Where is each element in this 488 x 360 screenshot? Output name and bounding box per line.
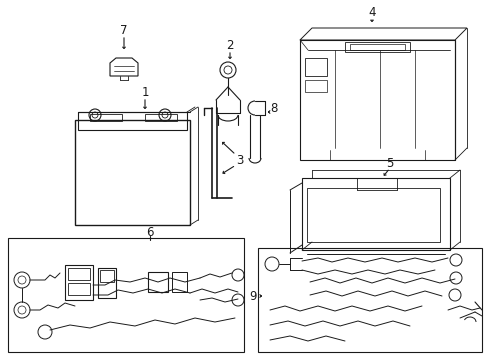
Bar [75,120,190,225]
Text: 8: 8 [270,102,277,114]
Bar [90,114,122,121]
Bar [78,112,186,130]
Bar [68,268,90,280]
Bar [65,265,93,300]
Bar [299,40,454,160]
Bar [306,188,439,242]
Text: 7: 7 [120,23,127,36]
Text: 1: 1 [141,86,148,99]
Bar [349,44,404,50]
Bar [305,58,326,76]
Bar [172,272,186,292]
Bar [68,283,90,295]
Bar [305,80,326,92]
Bar [345,42,409,52]
Text: 4: 4 [367,5,375,18]
Bar [100,270,114,282]
Text: 9: 9 [249,289,256,302]
Bar [302,178,449,250]
Text: 2: 2 [226,39,233,51]
Text: 5: 5 [386,157,393,170]
Text: 6: 6 [146,225,153,239]
Text: 3: 3 [236,153,243,166]
Bar [98,268,116,298]
Bar [145,114,177,121]
Bar [148,272,168,292]
